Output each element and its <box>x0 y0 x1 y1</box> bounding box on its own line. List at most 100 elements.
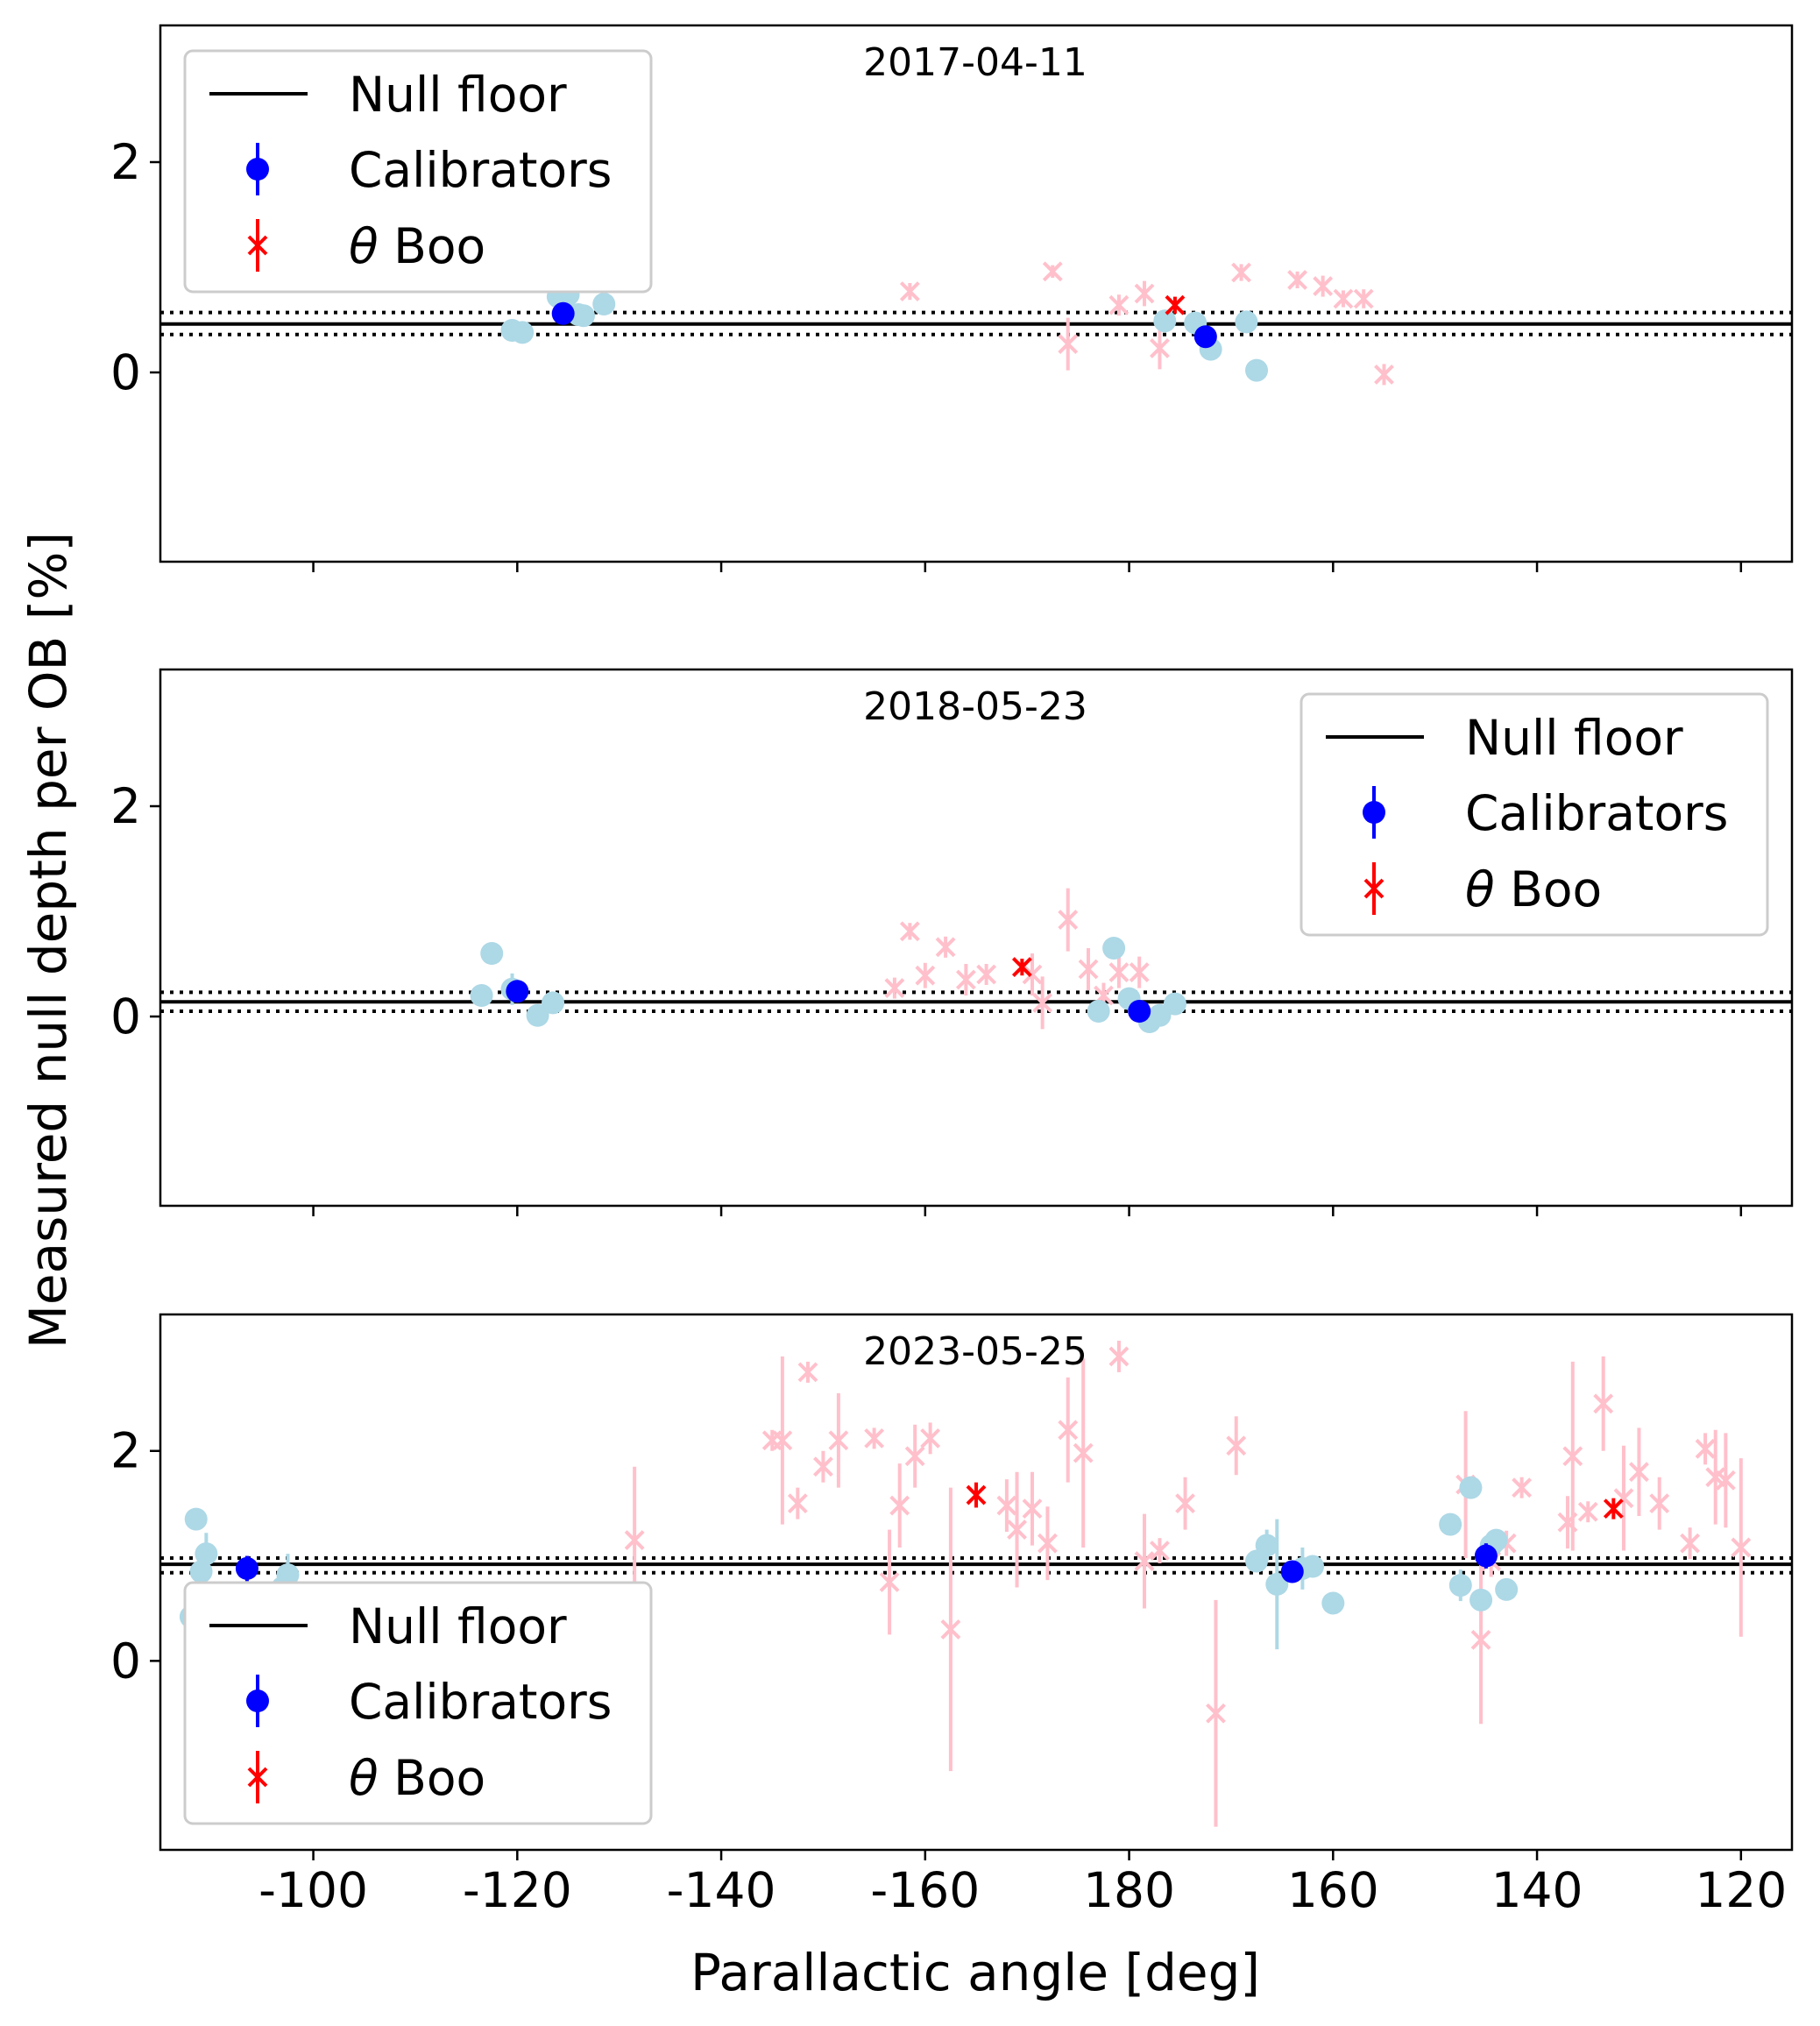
target-point-stroke-b <box>879 1572 900 1592</box>
target-point-stroke-b <box>899 281 920 302</box>
target-point <box>899 281 920 302</box>
target-point <box>1007 1520 1027 1541</box>
panel-2017-04-11: 0 2 2017-04-11 Null floor Calibrators θ Boo <box>110 24 1794 572</box>
target-point <box>920 1427 941 1449</box>
legend-target-swatch <box>1363 878 1384 899</box>
target-point <box>1629 1462 1649 1483</box>
target-binned-point-stroke-b <box>1165 294 1186 315</box>
target-point-stroke-b <box>1022 1498 1043 1520</box>
calibrator-point <box>184 1507 208 1531</box>
target-point <box>996 1495 1017 1516</box>
calibrator-binned-point <box>551 301 575 325</box>
target-point <box>1512 1477 1533 1498</box>
target-point-stroke-b <box>904 1446 925 1467</box>
target-point <box>1562 1446 1583 1467</box>
target-point <box>1577 1501 1598 1522</box>
legend-target-swatch <box>247 235 268 256</box>
legend-floor-label: Null floor <box>349 1598 567 1654</box>
target-point-stroke-b <box>1150 337 1170 358</box>
target-point-stroke-b <box>1231 262 1251 283</box>
target-point-stroke-b <box>1134 283 1155 304</box>
legend: Null floor Calibrators θ Boo <box>183 49 653 294</box>
x-tick-label: 160 <box>1287 1862 1379 1918</box>
target-point <box>1695 1438 1716 1459</box>
target-point-stroke-b <box>955 969 976 990</box>
target-point-stroke-b <box>1649 1493 1670 1514</box>
target-binned-point-stroke-b <box>966 1484 987 1505</box>
calibrator-point <box>1153 309 1177 333</box>
target-point-stroke-b <box>996 1495 1017 1516</box>
legend-calibrators-swatch <box>246 158 269 181</box>
plot-area <box>160 1340 1792 1827</box>
target-point-stroke-b <box>1731 1537 1752 1558</box>
target-point-stroke-b <box>1175 1493 1195 1514</box>
target-point <box>797 1362 818 1383</box>
target-point <box>1129 962 1150 983</box>
target-point-stroke-b <box>1287 269 1307 290</box>
target-point-stroke-b <box>1512 1477 1533 1498</box>
target-point-stroke-b <box>1593 1393 1614 1414</box>
legend-box <box>183 49 653 294</box>
calibrator-point <box>1469 1588 1493 1612</box>
x-tick-label: 180 <box>1083 1862 1175 1918</box>
target-point-stroke-b <box>1150 1541 1170 1561</box>
target-point-stroke-b <box>1108 1346 1130 1367</box>
target-point <box>1022 964 1043 985</box>
target-point <box>1175 1493 1195 1514</box>
target-point-stroke-b <box>1108 962 1130 983</box>
target-point-stroke-b <box>1073 1442 1094 1463</box>
target-point <box>976 964 997 985</box>
legend-calibrators-swatch <box>246 1690 269 1712</box>
target-point-stroke-b <box>1715 1470 1736 1491</box>
target-point-stroke-b <box>1577 1501 1598 1522</box>
legend: Null floor Calibrators θ Boo <box>1299 692 1769 937</box>
target-point <box>864 1427 885 1449</box>
target-point-stroke-b <box>1042 261 1063 282</box>
target-point <box>1649 1493 1670 1514</box>
legend-target-swatch-stroke-b <box>247 235 268 256</box>
panel-frame <box>159 668 1794 1208</box>
target-point-stroke-b <box>915 965 936 986</box>
y-axis-label: Measured null depth per OB [%] <box>18 532 78 1349</box>
target-point <box>1680 1533 1701 1554</box>
calibrator-point <box>480 942 504 965</box>
target-point-stroke-b <box>624 1530 645 1550</box>
target-point-stroke-b <box>1353 288 1374 309</box>
plot-area <box>160 261 1792 386</box>
legend-target-name: Boo <box>1495 861 1603 917</box>
calibrator-point <box>1163 992 1186 1016</box>
target-point-stroke-b <box>1108 294 1130 315</box>
target-point <box>1037 1533 1058 1554</box>
legend-box <box>1299 692 1769 937</box>
y-tick-label: 0 <box>110 344 141 400</box>
target-binned-point-stroke-b <box>1011 957 1032 978</box>
x-tick-label: 120 <box>1695 1862 1787 1918</box>
legend-calibrators-label: Calibrators <box>349 142 612 198</box>
target-point-stroke-b <box>787 1493 808 1514</box>
x-tick-label: -160 <box>870 1862 980 1918</box>
target-point <box>899 921 920 942</box>
calibrator-point <box>1255 1534 1278 1557</box>
target-point <box>1150 337 1170 358</box>
x-tick-label: 140 <box>1491 1862 1583 1918</box>
target-point <box>1715 1470 1736 1491</box>
target-point-stroke-b <box>1374 364 1394 385</box>
y-tick-label: 0 <box>110 988 141 1045</box>
target-point <box>1022 1498 1043 1520</box>
calibrator-point <box>526 1003 549 1027</box>
target-point-stroke-b <box>1058 334 1079 355</box>
calibrator-point <box>1321 1591 1345 1615</box>
target-point <box>1058 910 1079 931</box>
legend-target-label: θ Boo <box>1465 861 1602 917</box>
target-point <box>1313 276 1334 297</box>
calibrator-point <box>592 293 616 315</box>
target-point-stroke-b <box>1680 1533 1701 1554</box>
target-point <box>889 1495 910 1516</box>
target-point <box>1032 992 1053 1013</box>
target-point <box>624 1530 645 1550</box>
panel-2018-05-23: 0 2 2018-05-23 Null floor Calibrators θ Boo <box>110 668 1794 1216</box>
target-point-stroke-b <box>797 1362 818 1383</box>
target-point-stroke-b <box>813 1456 833 1477</box>
y-tick-label: 0 <box>110 1633 141 1689</box>
calibrator-binned-point <box>1193 325 1217 349</box>
